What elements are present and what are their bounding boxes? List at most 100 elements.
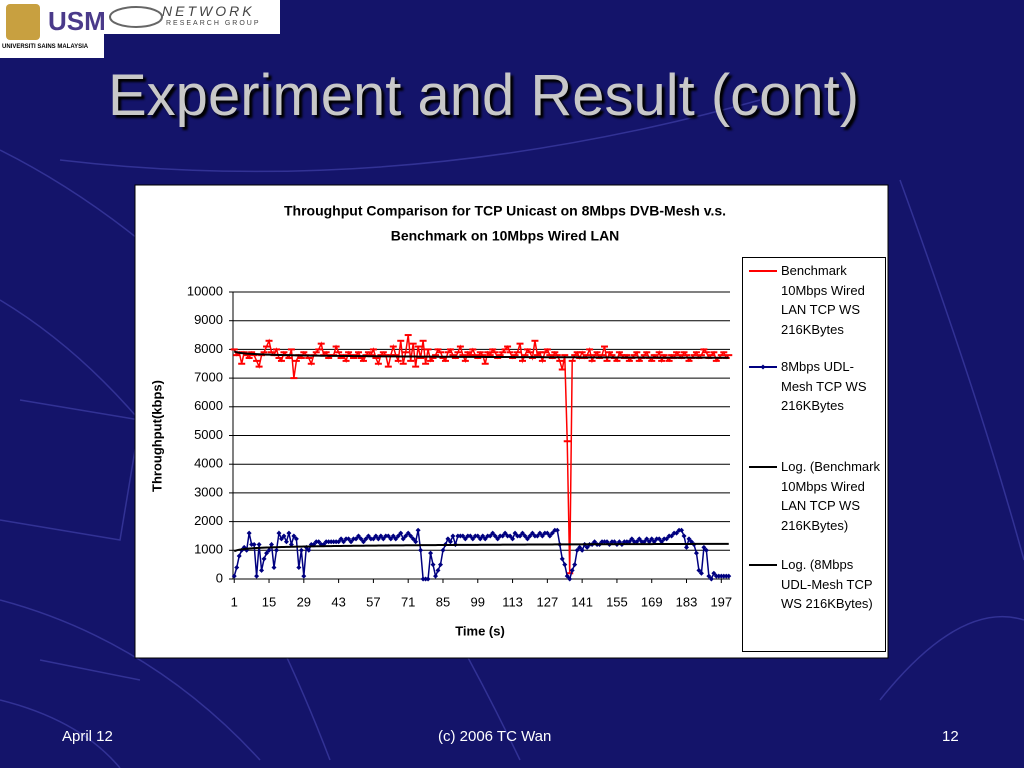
point: [760, 364, 766, 370]
point: [659, 539, 665, 545]
point: [418, 547, 424, 553]
point: [398, 530, 404, 536]
point: [269, 542, 275, 548]
point: [651, 539, 657, 545]
point: [537, 530, 543, 536]
point: [291, 533, 297, 539]
x-tick-label: 99: [471, 594, 485, 609]
point: [246, 530, 252, 536]
point: [564, 573, 570, 579]
point: [507, 533, 513, 539]
y-tick-label: 3000: [194, 484, 223, 499]
point: [385, 533, 391, 539]
legend-label: 8Mbps UDL-Mesh TCP WS 216KBytes: [781, 359, 867, 413]
y-tick-label: 0: [216, 570, 223, 585]
point: [338, 536, 344, 542]
point: [261, 556, 267, 562]
point: [604, 539, 610, 545]
point: [577, 544, 583, 550]
point: [408, 533, 414, 539]
x-tick-label: 169: [641, 594, 663, 609]
point: [480, 533, 486, 539]
point: [400, 536, 406, 542]
y-tick-label: 1000: [194, 542, 223, 557]
y-tick-label: 6000: [194, 398, 223, 413]
point: [475, 533, 481, 539]
point: [611, 539, 617, 545]
group-subname: RESEARCH GROUP: [166, 20, 261, 27]
point: [363, 536, 369, 542]
point: [701, 544, 707, 550]
point: [360, 539, 366, 545]
point: [592, 539, 598, 545]
point: [520, 530, 526, 536]
point: [380, 536, 386, 542]
footer-credit: (c) 2006 TC Wan: [438, 728, 552, 745]
x-axis-title: Time (s): [455, 623, 505, 638]
point: [572, 562, 578, 568]
point: [574, 547, 580, 553]
point: [500, 533, 506, 539]
point: [693, 550, 699, 556]
point: [276, 530, 282, 536]
point: [703, 547, 709, 553]
trendline: [233, 350, 729, 359]
chart-title: Throughput Comparison for TCP Unicast on…: [284, 203, 726, 219]
usm-logo: USM UNIVERSITI SAINS MALAYSIA: [0, 0, 106, 58]
point: [236, 553, 242, 559]
legend: Benchmark 10Mbps Wired LAN TCP WS 216KBy…: [742, 257, 886, 652]
point: [567, 576, 573, 582]
point: [273, 547, 279, 553]
point: [559, 556, 565, 562]
x-tick-label: 155: [606, 594, 628, 609]
point: [487, 533, 493, 539]
network-logo: NETWORK RESEARCH GROUP: [104, 0, 280, 34]
point: [492, 533, 498, 539]
swoosh: [109, 6, 163, 28]
point: [626, 539, 632, 545]
x-tick-label: 57: [366, 594, 380, 609]
point: [490, 530, 496, 536]
point: [278, 536, 284, 542]
x-tick-label: 141: [571, 594, 593, 609]
y-axis-title: Throughput(kbps): [149, 380, 164, 492]
point: [517, 533, 523, 539]
point: [634, 539, 640, 545]
point: [430, 562, 436, 568]
point: [477, 536, 483, 542]
point: [686, 536, 692, 542]
point: [562, 562, 568, 568]
point: [428, 550, 434, 556]
point: [641, 539, 647, 545]
point: [664, 536, 670, 542]
point: [708, 576, 714, 582]
legend-keys: [749, 270, 777, 566]
point: [370, 536, 376, 542]
point: [445, 536, 451, 542]
point: [355, 533, 361, 539]
point: [403, 533, 409, 539]
point: [231, 573, 237, 579]
y-tick-label: 7000: [194, 370, 223, 385]
point: [378, 533, 384, 539]
point: [353, 536, 359, 542]
point: [415, 527, 421, 533]
point: [629, 536, 635, 542]
point: [527, 533, 533, 539]
point: [316, 539, 322, 545]
point: [346, 536, 352, 542]
point: [467, 533, 473, 539]
point: [306, 547, 312, 553]
page-number: 12: [942, 728, 959, 745]
group-name: NETWORK: [162, 3, 255, 19]
y-tick-label: 4000: [194, 456, 223, 471]
point: [296, 565, 302, 571]
point: [684, 544, 690, 550]
x-tick-label: 113: [502, 594, 523, 609]
point: [549, 530, 555, 536]
point: [413, 539, 419, 545]
x-tick-label: 85: [436, 594, 450, 609]
point: [495, 536, 501, 542]
x-tick-label: 183: [676, 594, 698, 609]
